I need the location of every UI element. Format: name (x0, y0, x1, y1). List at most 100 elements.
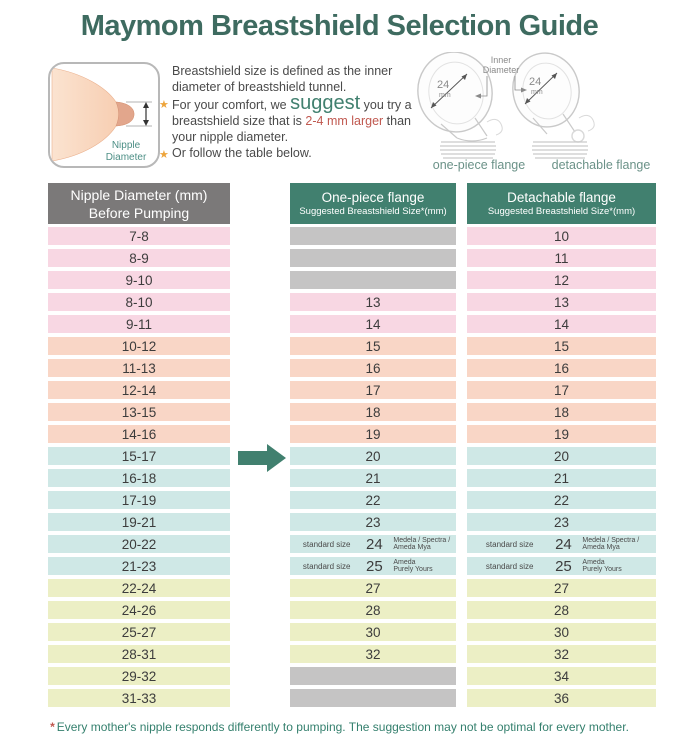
nipple-diameter-column: Nipple Diameter (mm) Before Pumping 7-8 8… (48, 183, 230, 711)
follow-table-text: ★ Or follow the table below. (159, 146, 312, 161)
header-line1: Nipple Diameter (mm) (70, 186, 208, 203)
onepiece-size-cell: 21 (290, 469, 456, 487)
nipple-range-cell: 8-9 (48, 249, 230, 267)
header-line2: Before Pumping (88, 204, 190, 221)
header-title: Detachable flange (507, 190, 616, 205)
onepiece-size-cell: 28 (290, 601, 456, 619)
onepiece-size-cell: 20 (290, 447, 456, 465)
detachable-size-cell: 10 (467, 227, 656, 245)
detachable-size-cell: 23 (467, 513, 656, 531)
detachable-flange-column: Detachable flange Suggested Breastshield… (467, 183, 656, 711)
detachable-size-cell: standard size 25 Ameda Purely Yours (467, 557, 656, 575)
standard-size-label: standard size (485, 561, 534, 571)
nipple-diameter-label-line2: Diameter (106, 152, 147, 163)
size-value: 24 (366, 535, 383, 553)
onepiece-size-cell: 13 (290, 293, 456, 311)
onepiece-size-cell: 19 (290, 425, 456, 443)
brand-names: Ameda Purely Yours (393, 558, 433, 574)
nipple-range-cell: 20-22 (48, 535, 230, 553)
onepiece-size-cell: 23 (290, 513, 456, 531)
detachable-size-cell: 21 (467, 469, 656, 487)
detachable-column-header: Detachable flange Suggested Breastshield… (467, 183, 656, 224)
onepiece-column-header: One-piece flange Suggested Breastshield … (290, 183, 456, 224)
inner-diameter-label-line1: Inner (491, 55, 512, 65)
onepiece-column-cells: 13 14 15 16 17 18 19 20 21 22 23 standard size 24 Med… (290, 227, 456, 707)
nipple-range-cell: 12-14 (48, 381, 230, 399)
standard-size-label: standard size (302, 561, 351, 571)
nipple-range-cell: 13-15 (48, 403, 230, 421)
nipple-range-cell: 8-10 (48, 293, 230, 311)
one-piece-size-value: 24 (437, 79, 449, 91)
detachable-size-cell: 22 (467, 491, 656, 509)
onepiece-size-cell (290, 227, 456, 245)
onepiece-size-cell (290, 271, 456, 289)
nipple-range-cell: 29-32 (48, 667, 230, 685)
nipple-range-cell: 9-11 (48, 315, 230, 333)
size-value: 25 (366, 557, 383, 575)
nipple-column-header: Nipple Diameter (mm) Before Pumping (48, 183, 230, 224)
onepiece-size-cell: 22 (290, 491, 456, 509)
detachable-size-cell: 30 (467, 623, 656, 641)
detachable-size-cell: standard size 24 Medela / Spectra / Ameda M… (467, 535, 656, 553)
size-value: 24 (555, 535, 572, 553)
detachable-size-unit: mm (531, 89, 543, 96)
nipple-range-cell: 31-33 (48, 689, 230, 707)
detachable-size-value: 24 (529, 76, 541, 88)
nipple-diameter-diagram: Nipple Diameter (48, 62, 160, 168)
explanation-text: Breastshield size is defined as the inne… (159, 63, 427, 161)
standard-size-label: standard size (485, 539, 534, 549)
nipple-range-cell: 17-19 (48, 491, 230, 509)
flange-illustrations: 24 mm 24 mm Inner Diameter one-piece fla… (417, 52, 651, 172)
onepiece-size-cell: 27 (290, 579, 456, 597)
brand-names: Medela / Spectra / Ameda Mya (582, 536, 640, 552)
onepiece-size-cell: standard size 24 Medela / Spectra / Ameda M… (290, 535, 456, 553)
detachable-size-cell: 20 (467, 447, 656, 465)
detachable-size-cell: 18 (467, 403, 656, 421)
onepiece-size-cell: 17 (290, 381, 456, 399)
onepiece-size-cell: 14 (290, 315, 456, 333)
nipple-range-cell: 14-16 (48, 425, 230, 443)
detachable-size-cell: 34 (467, 667, 656, 685)
nipple-range-cell: 22-24 (48, 579, 230, 597)
nipple-range-cell: 15-17 (48, 447, 230, 465)
nipple-range-cell: 21-23 (48, 557, 230, 575)
nipple-range-cell: 9-10 (48, 271, 230, 289)
onepiece-size-cell (290, 249, 456, 267)
nipple-diameter-label-line1: Nipple (112, 140, 141, 151)
detachable-size-cell: 32 (467, 645, 656, 663)
nipple-range-cell: 7-8 (48, 227, 230, 245)
nipple-range-cell: 10-12 (48, 337, 230, 355)
nipple-range-cell: 11-13 (48, 359, 230, 377)
onepiece-size-cell: 18 (290, 403, 456, 421)
asterisk-icon: * (50, 720, 55, 734)
detachable-flange-caption: detachable flange (552, 158, 651, 172)
onepiece-size-cell: standard size 25 Ameda Purely Yours (290, 557, 456, 575)
detachable-size-cell: 14 (467, 315, 656, 333)
detachable-column-cells: 10 11 12 13 14 15 16 17 18 19 20 21 22 23 standard siz… (467, 227, 656, 707)
onepiece-size-cell: 15 (290, 337, 456, 355)
size-value: 25 (555, 557, 572, 575)
detachable-size-cell: 11 (467, 249, 656, 267)
nipple-range-cell: 25-27 (48, 623, 230, 641)
nipple-range-cell: 19-21 (48, 513, 230, 531)
onepiece-size-cell (290, 667, 456, 685)
nipple-range-cell: 16-18 (48, 469, 230, 487)
one-piece-flange-caption: one-piece flange (433, 158, 525, 172)
nipple-range-cell: 28-31 (48, 645, 230, 663)
detachable-size-cell: 16 (467, 359, 656, 377)
detachable-size-cell: 12 (467, 271, 656, 289)
detachable-size-cell: 13 (467, 293, 656, 311)
detachable-size-cell: 27 (467, 579, 656, 597)
detachable-size-cell: 28 (467, 601, 656, 619)
header-subtitle: Suggested Breastshield Size*(mm) (299, 206, 447, 217)
breast-illustration-icon: Nipple Diameter (51, 67, 152, 163)
inner-diameter-label-line2: Diameter (483, 65, 520, 75)
header-subtitle: Suggested Breastshield Size*(mm) (487, 206, 636, 217)
page-title: Maymom Breastshield Selection Guide (80, 10, 599, 42)
onepiece-flange-column: One-piece flange Suggested Breastshield … (290, 183, 456, 711)
onepiece-size-cell: 30 (290, 623, 456, 641)
header-title: One-piece flange (321, 190, 425, 205)
definition-text: Breastshield size is defined as the inne… (172, 64, 393, 94)
one-piece-size-unit: mm (439, 92, 451, 99)
